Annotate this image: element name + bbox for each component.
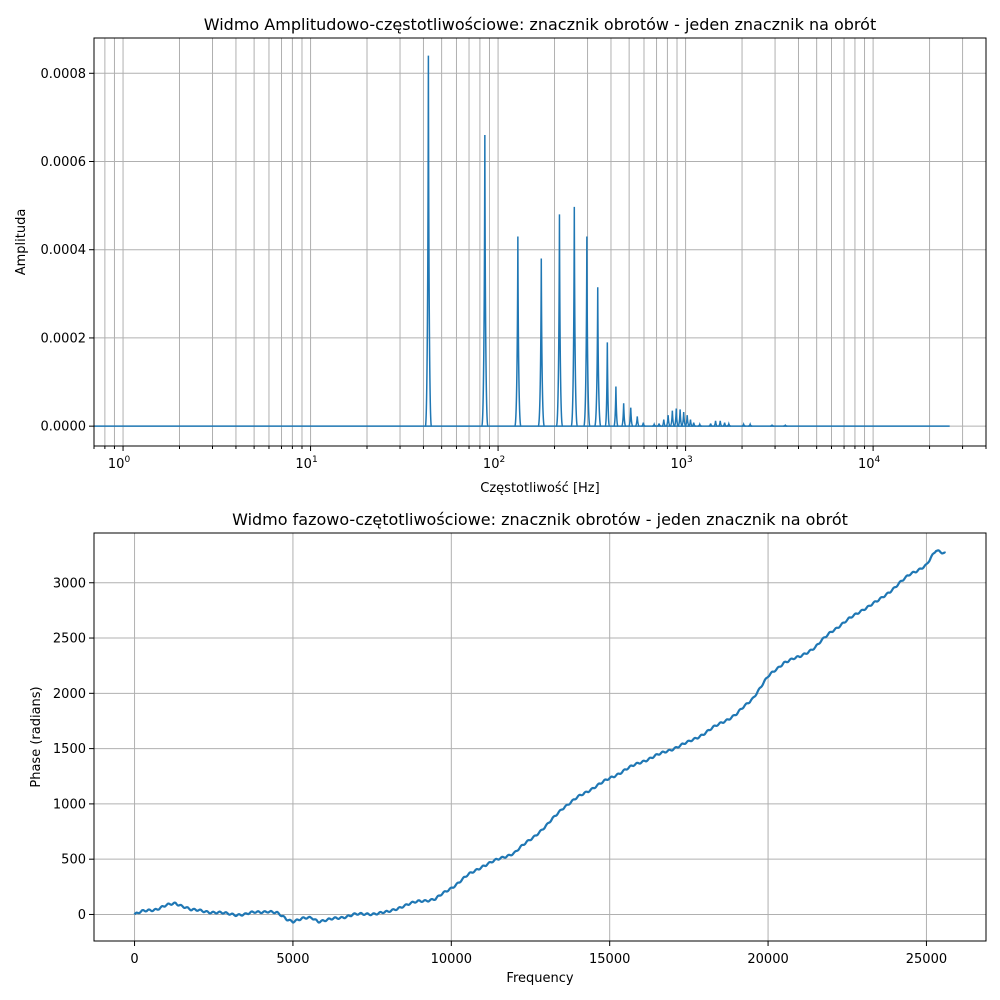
amplitude-peak <box>718 420 723 427</box>
phase-x-tick-label: 15000 <box>589 952 630 967</box>
amplitude-peak <box>628 407 634 427</box>
amplitude-series <box>94 55 950 427</box>
phase-y-tick-label: 2500 <box>53 632 86 647</box>
phase-y-tick-label: 2000 <box>53 687 86 702</box>
amplitude-peak <box>593 287 602 427</box>
amplitude-y-tick-label: 0.0002 <box>41 331 87 346</box>
phase-x-tick-label: 0 <box>130 952 138 967</box>
phase-y-tick-label: 0 <box>78 908 86 923</box>
amplitude-peak <box>555 214 564 427</box>
amplitude-peak <box>665 415 671 427</box>
amplitude-peak <box>570 206 579 427</box>
amplitude-peak <box>726 421 731 427</box>
amplitude-peak <box>681 412 687 427</box>
phase-x-tick-label: 20000 <box>747 952 788 967</box>
amplitude-peak <box>652 422 657 427</box>
amplitude-y-axis-label: Amplituda <box>14 209 29 276</box>
amplitude-peak <box>669 410 675 427</box>
phase-chart-title: Widmo fazowo-czętotliwościowe: znacznik … <box>232 510 848 529</box>
amplitude-peak <box>481 135 489 427</box>
phase-ticks: 0 5000 10000 15000 20000 25000 0 500 1000 1500 200… <box>53 576 947 967</box>
amplitude-peak <box>691 422 696 427</box>
phase-x-tick-label: 25000 <box>906 952 947 967</box>
amplitude-peak <box>673 408 680 427</box>
amplitude-y-tick-label: 0.0008 <box>41 67 87 82</box>
amplitude-peak <box>748 422 753 427</box>
amplitude-x-tick-label: 104 <box>858 455 881 472</box>
amplitude-grid <box>93 38 987 446</box>
amplitude-y-tick-label: 0.0004 <box>41 243 87 258</box>
amplitude-peak <box>620 403 627 427</box>
amplitude-peak <box>684 415 690 427</box>
phase-x-tick-label: 5000 <box>276 952 309 967</box>
phase-series <box>133 549 947 924</box>
amplitude-x-tick-label: 100 <box>108 455 131 472</box>
amplitude-ticks: 100 101 102 103 104 0.0000 0.0002 0.0004 0.0006 0… <box>41 67 987 472</box>
amplitude-peak <box>769 423 775 427</box>
phase-y-tick-label: 1500 <box>53 742 86 757</box>
phase-x-tick-label: 10000 <box>431 952 472 967</box>
amplitude-chart: 100 101 102 103 104 0.0000 0.0002 0.0004 0.0006 0… <box>14 15 987 496</box>
amplitude-peak <box>641 422 646 427</box>
amplitude-chart-title: Widmo Amplitudowo-częstotliwościowe: zna… <box>204 15 876 34</box>
amplitude-peak <box>708 423 713 427</box>
amplitude-peak <box>688 419 693 427</box>
amplitude-peak <box>604 342 611 427</box>
amplitude-peak <box>713 420 718 427</box>
amplitude-peak <box>514 236 522 427</box>
phase-y-axis-label: Phase (radians) <box>29 686 44 787</box>
amplitude-peak <box>613 386 619 427</box>
phase-y-tick-label: 1000 <box>53 797 86 812</box>
phase-grid <box>94 533 986 941</box>
phase-y-tick-label: 500 <box>61 853 86 868</box>
amplitude-x-tick-label: 103 <box>670 455 692 472</box>
amplitude-peak <box>424 55 433 427</box>
amplitude-x-axis-label: Częstotliwość [Hz] <box>480 481 599 496</box>
amplitude-peak <box>697 422 702 427</box>
amplitude-peak <box>583 236 591 427</box>
amplitude-peak <box>661 419 666 427</box>
amplitude-peak <box>677 409 683 427</box>
amplitude-axes-frame <box>93 37 987 447</box>
phase-y-tick-label: 3000 <box>53 576 86 591</box>
phase-chart: 0 5000 10000 15000 20000 25000 0 500 1000 1500 200… <box>29 510 987 986</box>
amplitude-peak <box>741 422 746 427</box>
amplitude-peak <box>656 423 662 427</box>
amplitude-x-tick-label: 101 <box>295 455 317 472</box>
amplitude-peak <box>634 416 640 427</box>
amplitude-y-tick-label: 0.0006 <box>41 155 87 170</box>
amplitude-peak <box>537 258 546 427</box>
amplitude-peak <box>722 422 727 427</box>
phase-axes-frame <box>93 532 987 942</box>
amplitude-y-tick-label: 0.0000 <box>41 420 87 435</box>
amplitude-peak <box>783 423 788 427</box>
phase-x-axis-label: Frequency <box>506 971 573 986</box>
phase-line <box>133 549 947 924</box>
amplitude-x-tick-label: 102 <box>483 455 505 472</box>
